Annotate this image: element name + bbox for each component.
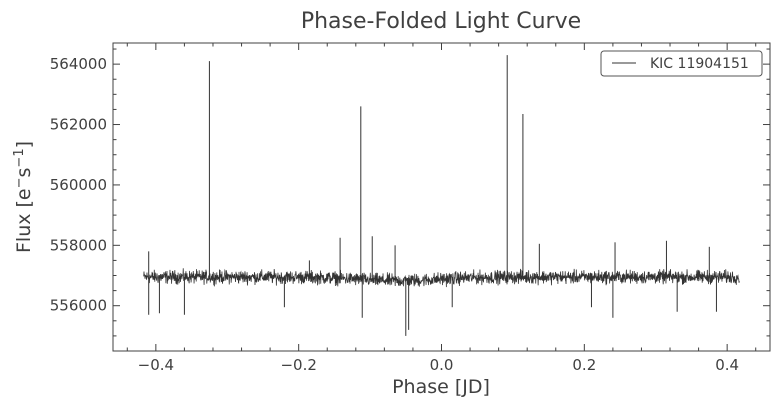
legend: KIC 11904151	[600, 50, 763, 77]
y-tick-label: 560000	[50, 176, 107, 194]
y-tick-label: 562000	[50, 116, 107, 134]
chart-title: Phase-Folded Light Curve	[301, 9, 581, 34]
plot-frame	[112, 42, 771, 352]
plot-area	[143, 55, 740, 336]
x-tick-label: −0.4	[138, 356, 174, 374]
x-tick-label: −0.2	[280, 356, 316, 374]
y-axis: 556000 558000 560000 562000 564000	[50, 48, 770, 352]
x-tick-label: 0.2	[572, 356, 596, 374]
legend-box	[600, 50, 763, 77]
x-tick-label: 0.4	[715, 356, 739, 374]
x-axis-label: Phase [JD]	[392, 376, 490, 398]
light-curve-series	[143, 268, 740, 288]
x-axis: −0.4 −0.2 0.0 0.2 0.4	[126, 43, 757, 374]
x-tick-label: 0.0	[430, 356, 454, 374]
legend-label: KIC 11904151	[650, 56, 749, 72]
y-tick-label: 564000	[50, 55, 107, 73]
y-tick-label: 556000	[50, 297, 107, 315]
y-tick-label: 558000	[50, 236, 107, 254]
y-axis-label: Flux [e−s−1]	[12, 141, 35, 253]
